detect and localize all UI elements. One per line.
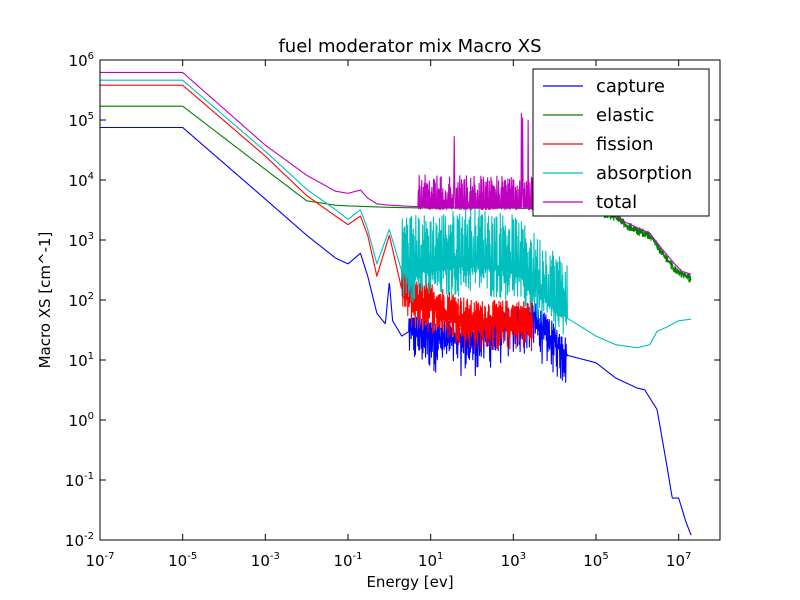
y-tick-label: 106: [69, 51, 94, 70]
series-line-absorption: [100, 79, 692, 349]
x-tick-label: 10-7: [85, 551, 114, 570]
x-tick-label: 10-1: [333, 551, 362, 570]
series-lines: [100, 71, 692, 536]
y-axis-label: Macro XS [cm^-1]: [36, 232, 54, 369]
legend-label-elastic: elastic: [596, 105, 654, 126]
x-tick-label: 105: [583, 551, 608, 570]
y-tick-label: 104: [69, 171, 94, 190]
x-tick-label: 103: [501, 551, 526, 570]
legend-label-total: total: [596, 192, 637, 213]
x-tick-label: 107: [666, 551, 691, 570]
y-tick-label: 105: [69, 111, 94, 130]
x-axis-label: Energy [ev]: [366, 573, 453, 591]
y-tick-label: 100: [69, 411, 94, 430]
series-line-fission: [100, 84, 534, 352]
y-tick-label: 101: [69, 351, 94, 370]
series-line-capture: [100, 126, 692, 536]
y-tick-label: 10-2: [65, 531, 94, 550]
legend: capture elastic fission absorption total: [532, 68, 710, 217]
x-tick-label: 10-3: [251, 551, 280, 570]
y-tick-label: 102: [69, 291, 94, 310]
legend-label-capture: capture: [596, 76, 665, 97]
x-tick-label: 10-5: [168, 551, 197, 570]
legend-box: [532, 68, 710, 217]
axis-ticks: 10-7 10-5 10-3 10-1 101 103 105 107 10-2 10-1 100 1…: [65, 51, 720, 570]
legend-label-fission: fission: [596, 134, 654, 155]
legend-label-absorption: absorption: [596, 163, 692, 184]
y-tick-label: 10-1: [65, 471, 94, 490]
y-tick-label: 103: [69, 231, 94, 250]
x-tick-label: 101: [418, 551, 443, 570]
chart-title: fuel moderator mix Macro XS: [278, 36, 541, 57]
